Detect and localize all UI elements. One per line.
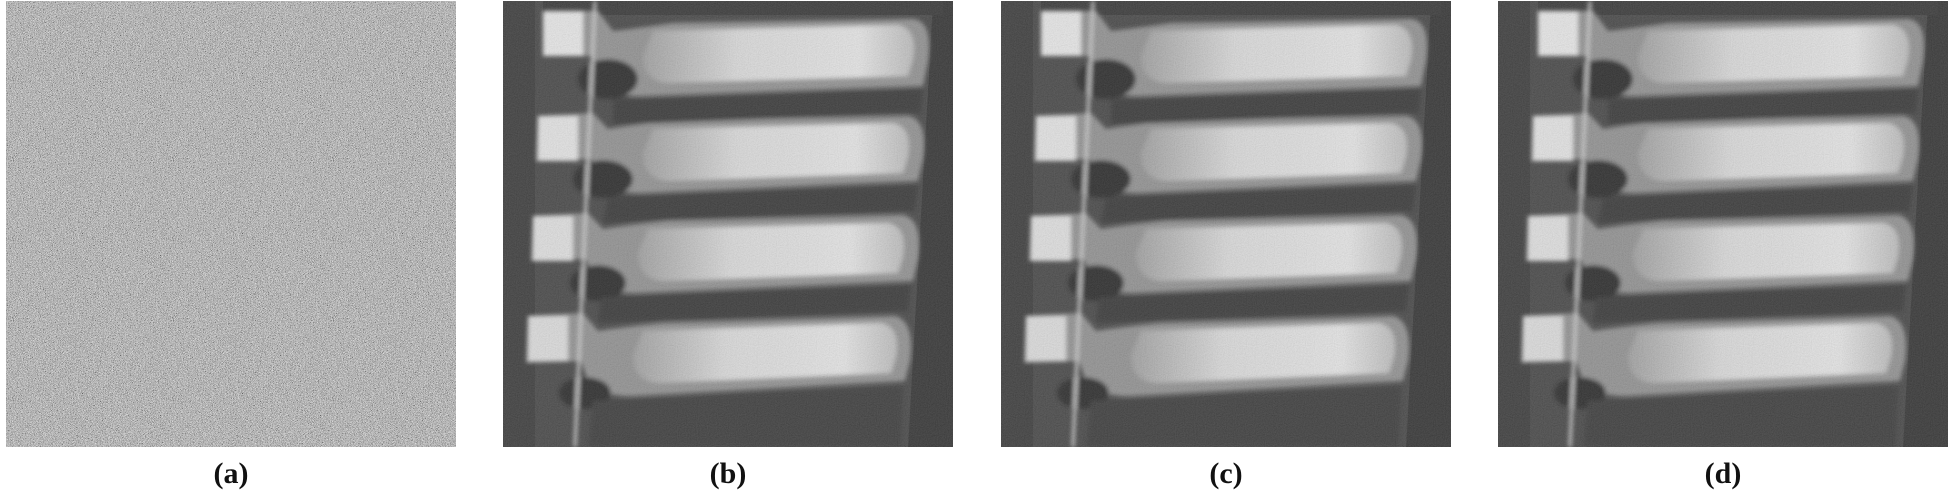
panel-a-noise-image (6, 1, 456, 447)
microscopy-image (1001, 1, 1451, 447)
panel-b-microscopy-image (503, 1, 953, 447)
microscopy-image (503, 1, 953, 447)
panel-c-microscopy-image (1001, 1, 1451, 447)
microscopy-image (1498, 1, 1948, 447)
caption-b: (b) (709, 457, 747, 490)
caption-a: (a) (213, 457, 249, 490)
caption-d: (d) (1704, 457, 1742, 490)
caption-c: (c) (1209, 457, 1243, 490)
panel-d-microscopy-image (1498, 1, 1948, 447)
noise-image (6, 1, 456, 447)
